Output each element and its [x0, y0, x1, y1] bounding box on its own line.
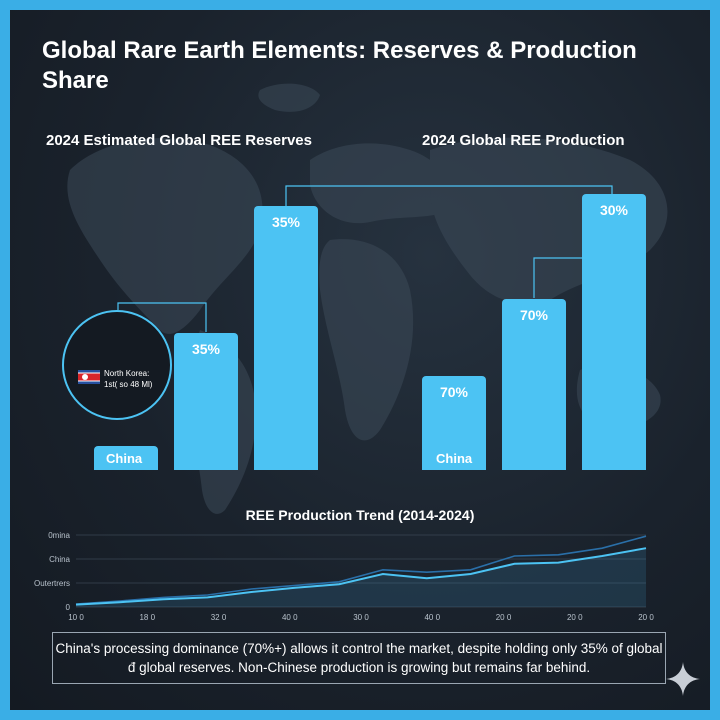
summary-note: China's processing dominance (70%+) allo… [52, 632, 666, 684]
trend-y-tick-label: China [49, 555, 70, 564]
callout-line-2: 1st( so 48 Ml) [104, 380, 153, 389]
trend-y-tick-label: 0 [66, 603, 71, 612]
reserves-chart-title: 2024 Estimated Global REE Reserves [46, 132, 312, 149]
production-bar-2: 70% [502, 299, 566, 470]
trend-x-tick-label: 20 0 [567, 613, 583, 622]
reserves-bar-1 [94, 446, 158, 470]
trend-x-tick-label: 32 0 [211, 613, 227, 622]
sparkle-icon [666, 662, 700, 696]
reserves-bar-3-value: 35% [271, 214, 301, 230]
production-bar-3: 30% [582, 194, 646, 470]
north-korea-flag-icon [78, 370, 100, 384]
trend-y-tick-label: Outertrers [34, 579, 70, 588]
trend-x-tick-label: 18 0 [139, 613, 155, 622]
trend-y-tick-label: 0mina [48, 531, 70, 540]
trend-area [76, 548, 646, 607]
reserves-bar-2-value: 35% [191, 341, 221, 357]
production-bar-2-value: 70% [519, 307, 549, 323]
page-title: Global Rare Earth Elements: Reserves & P… [42, 37, 637, 94]
trend-x-tick-label: 30 0 [353, 613, 369, 622]
trend-x-tick-label: 40 0 [424, 613, 440, 622]
reserves-bar-1-label: China [106, 451, 143, 466]
production-bar-1-value: 70% [439, 384, 469, 400]
north-korea-callout: North Korea: 1st( so 48 Ml) [62, 310, 172, 420]
callout-line-1: North Korea: [104, 369, 150, 378]
trend-x-tick-label: 20 0 [496, 613, 512, 622]
production-chart-title: 2024 Global REE Production [422, 132, 625, 149]
production-bar-1-label: China [436, 451, 473, 466]
trend-x-tick-label: 40 0 [282, 613, 298, 622]
trend-x-tick-label: 10 0 [68, 613, 84, 622]
production-bar-1: 70% [422, 376, 486, 470]
trend-x-tick-label: 20 0 [638, 613, 654, 622]
reserves-bar-2: 35% [174, 333, 238, 470]
trend-chart-title: REE Production Trend (2014-2024) [245, 507, 475, 523]
trend-series-line [75, 535, 647, 605]
reserves-bar-3: 35% [254, 206, 318, 470]
production-bar-3-value: 30% [599, 202, 629, 218]
infographic-panel: Global Rare Earth Elements: Reserves & P… [10, 10, 710, 710]
trend-line-chart: 0mina China Outertrers 010 0 18 0 32 0 40 0 30 … [34, 531, 654, 622]
trend-series-line [75, 547, 647, 606]
